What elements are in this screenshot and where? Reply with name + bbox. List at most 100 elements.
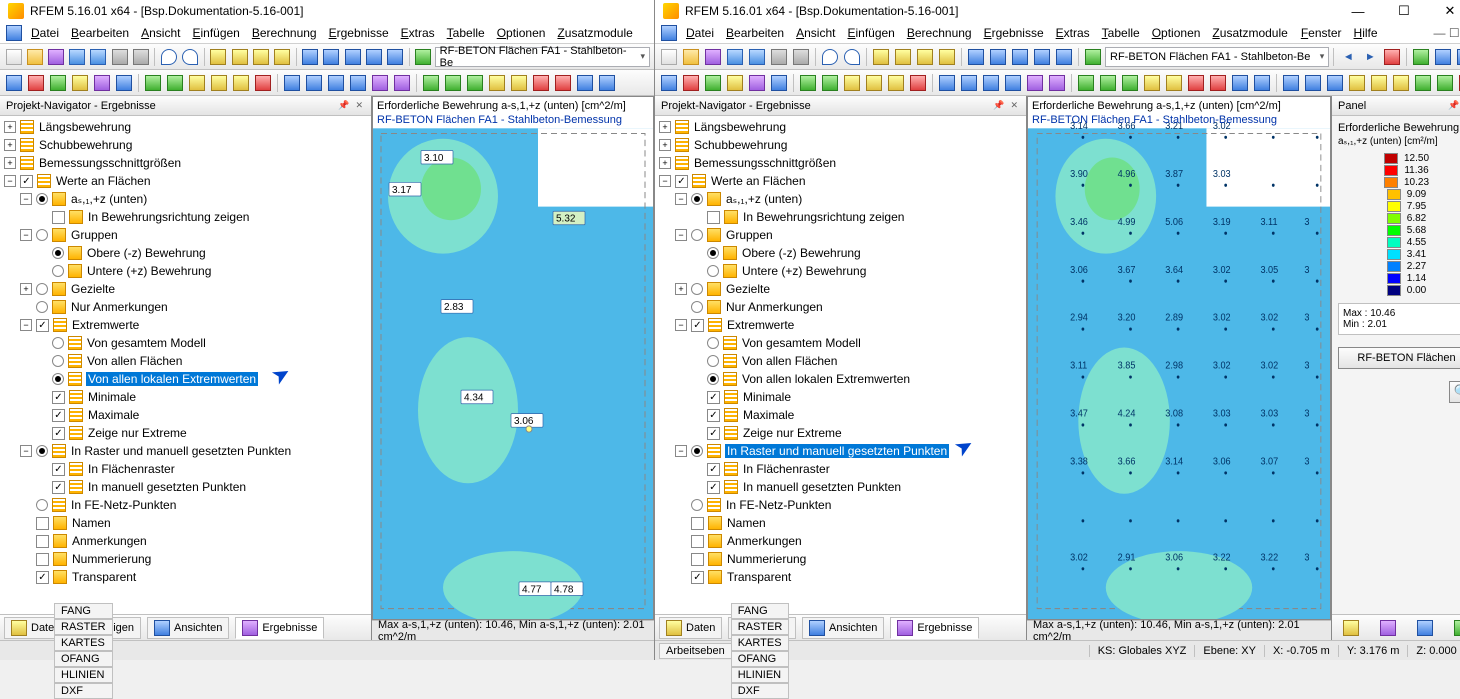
- sys-menu-icon[interactable]: [4, 23, 24, 43]
- tb-b[interactable]: [230, 47, 249, 67]
- tree-item[interactable]: −In Raster und manuell gesetzten Punkten: [655, 442, 1026, 460]
- tree-toggle[interactable]: −: [675, 319, 687, 331]
- tb-a[interactable]: [209, 47, 228, 67]
- tree-item[interactable]: Nur Anmerkungen: [0, 298, 371, 316]
- tb-print[interactable]: [110, 47, 129, 67]
- tree-item[interactable]: Von allen lokalen Extremwerten: [655, 370, 1026, 388]
- tree-radio[interactable]: [707, 265, 719, 277]
- tree-toggle[interactable]: +: [4, 139, 16, 151]
- status-seg-kartes[interactable]: KARTES: [54, 635, 113, 651]
- tree-item[interactable]: −aₛ,₁,+z (unten): [655, 190, 1026, 208]
- tree-item[interactable]: Zeige nur Extreme: [655, 424, 1026, 442]
- tree-toggle[interactable]: −: [4, 175, 16, 187]
- tree-item[interactable]: Anmerkungen: [0, 532, 371, 550]
- tree-toggle[interactable]: −: [20, 445, 32, 457]
- tree-checkbox[interactable]: [707, 409, 720, 422]
- tree-item[interactable]: Obere (-z) Bewehrung: [0, 244, 371, 262]
- tree-item[interactable]: In FE-Netz-Punkten: [655, 496, 1026, 514]
- nav-close-icon[interactable]: ✕: [353, 100, 365, 111]
- tree-radio[interactable]: [52, 337, 64, 349]
- tree-item[interactable]: +Bemessungsschnittgrößen: [655, 154, 1026, 172]
- tree-radio[interactable]: [52, 355, 64, 367]
- tree-checkbox[interactable]: [707, 481, 720, 494]
- tree-radio[interactable]: [707, 247, 719, 259]
- tree-item[interactable]: Von allen Flächen: [0, 352, 371, 370]
- tb-d[interactable]: [272, 47, 291, 67]
- tree-toggle[interactable]: −: [20, 193, 32, 205]
- tb-next[interactable]: ►: [1360, 47, 1380, 67]
- tree-checkbox[interactable]: [691, 553, 704, 566]
- menu-berechnung[interactable]: Berechnung: [901, 24, 978, 42]
- tree-checkbox[interactable]: [52, 211, 65, 224]
- nav-pin-icon[interactable]: 📌: [991, 100, 1006, 111]
- tree-checkbox[interactable]: [36, 517, 49, 530]
- menu-extras[interactable]: Extras: [1050, 24, 1096, 42]
- tree-item[interactable]: In Bewehrungsrichtung zeigen: [655, 208, 1026, 226]
- tb-case-dropdown[interactable]: RF-BETON Flächen FA1 - Stahlbeton-Be: [435, 47, 650, 67]
- tree-radio[interactable]: [691, 445, 703, 457]
- status-seg-raster[interactable]: RASTER: [54, 619, 113, 635]
- maximize-button[interactable]: ☐: [1381, 0, 1427, 22]
- tree-radio[interactable]: [36, 301, 48, 313]
- tree-radio[interactable]: [36, 499, 48, 511]
- tb-redo[interactable]: [181, 47, 200, 67]
- tree-item[interactable]: +Bemessungsschnittgrößen: [0, 154, 371, 172]
- menu-fenster[interactable]: Fenster: [1295, 24, 1348, 42]
- tree-item[interactable]: In Bewehrungsrichtung zeigen: [0, 208, 371, 226]
- tree-item[interactable]: Maximale: [0, 406, 371, 424]
- tree-item[interactable]: Transparent: [0, 568, 371, 586]
- status-seg-hlinien[interactable]: HLINIEN: [731, 667, 790, 683]
- tree-checkbox[interactable]: [691, 571, 704, 584]
- tree-item[interactable]: Minimale: [655, 388, 1026, 406]
- menu-datei[interactable]: Datei: [25, 24, 65, 42]
- tree-checkbox[interactable]: [691, 517, 704, 530]
- tb-open[interactable]: [25, 47, 44, 67]
- tree-item[interactable]: −Werte an Flächen: [0, 172, 371, 190]
- tree-radio[interactable]: [36, 445, 48, 457]
- tree-item[interactable]: In FE-Netz-Punkten: [0, 496, 371, 514]
- tree-item[interactable]: Nur Anmerkungen: [655, 298, 1026, 316]
- tree-radio[interactable]: [52, 247, 64, 259]
- tree-item[interactable]: Von allen Flächen: [655, 352, 1026, 370]
- viewport-left[interactable]: Erforderliche Bewehrung a-s,1,+z (unten)…: [372, 96, 654, 620]
- menu-optionen[interactable]: Optionen: [491, 24, 552, 42]
- menu-bearbeiten[interactable]: Bearbeiten: [65, 24, 135, 42]
- tree-radio[interactable]: [52, 265, 64, 277]
- tree-item[interactable]: +Schubbewehrung: [655, 136, 1026, 154]
- nav-tab-ansichten[interactable]: Ansichten: [147, 617, 229, 639]
- tb-new[interactable]: [4, 47, 23, 67]
- tree-item[interactable]: −In Raster und manuell gesetzten Punkten: [0, 442, 371, 460]
- tree-radio[interactable]: [36, 193, 48, 205]
- menu-datei[interactable]: Datei: [680, 24, 720, 42]
- status-seg-ofang[interactable]: OFANG: [54, 651, 113, 667]
- tree-item[interactable]: Untere (+z) Bewehrung: [0, 262, 371, 280]
- tree-item[interactable]: +Gezielte: [655, 280, 1026, 298]
- tree-toggle[interactable]: −: [675, 229, 687, 241]
- tree-item[interactable]: +Längsbewehrung: [0, 118, 371, 136]
- tb-undo[interactable]: [159, 47, 178, 67]
- tree-toggle[interactable]: +: [4, 157, 16, 169]
- tree-item[interactable]: −Extremwerte: [0, 316, 371, 334]
- tree-item[interactable]: Maximale: [655, 406, 1026, 424]
- tb-saveall[interactable]: [89, 47, 108, 67]
- nav-tab-ergebnisse[interactable]: Ergebnisse: [890, 617, 979, 639]
- panel-tab-3[interactable]: [1415, 618, 1435, 638]
- menu-ergebnisse[interactable]: Ergebnisse: [323, 24, 395, 42]
- status-seg-ofang[interactable]: OFANG: [731, 651, 790, 667]
- tree-checkbox[interactable]: [707, 211, 720, 224]
- menu-einfügen[interactable]: Einfügen: [841, 24, 900, 42]
- tb-e[interactable]: [301, 47, 320, 67]
- tree-item[interactable]: −aₛ,₁,+z (unten): [0, 190, 371, 208]
- tree-checkbox[interactable]: [36, 319, 49, 332]
- panel-pin-icon[interactable]: 📌: [1446, 100, 1460, 111]
- tb-box[interactable]: [46, 47, 65, 67]
- nav-tab-ergebnisse[interactable]: Ergebnisse: [235, 617, 324, 639]
- panel-module-button[interactable]: RF-BETON Flächen: [1338, 347, 1460, 369]
- tree-radio[interactable]: [691, 229, 703, 241]
- sys-menu-icon[interactable]: [659, 23, 679, 43]
- tree-item[interactable]: Untere (+z) Bewehrung: [655, 262, 1026, 280]
- status-workplane[interactable]: Arbeitseben: [659, 643, 732, 659]
- tree-item[interactable]: Minimale: [0, 388, 371, 406]
- status-seg-dxf[interactable]: DXF: [54, 683, 113, 699]
- tree-radio[interactable]: [707, 337, 719, 349]
